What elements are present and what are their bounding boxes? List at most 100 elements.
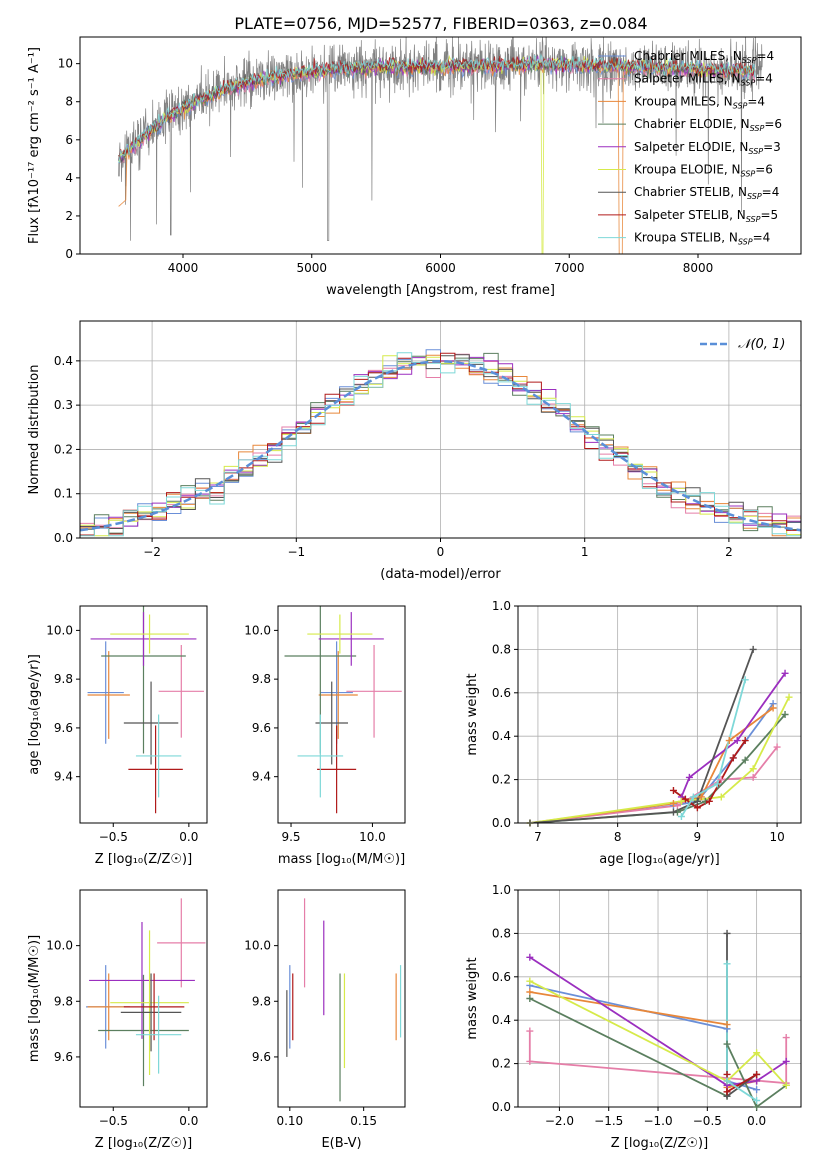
x-axis-label: age [log₁₀(age/yr)] <box>599 852 720 867</box>
age_vs_Z-plot <box>87 606 204 814</box>
x-tick-label: 7 <box>534 830 542 844</box>
mass_vs_Z-panel: −0.5 0.0 9.6 9.8 10.0 Z [log₁₀(Z/Z☉)] mass [lo… <box>27 889 208 1151</box>
data-point-marker <box>749 645 757 653</box>
data-point-marker <box>782 1081 790 1089</box>
x-tick-label: −1.0 <box>643 1114 672 1128</box>
spectrum-legend: Chabrier MILES, NSSP=4 Salpeter MILES, NS… <box>598 49 782 247</box>
data-point-marker <box>723 929 731 937</box>
age_vs_mass-plot <box>284 606 402 814</box>
data-point-marker <box>733 737 741 745</box>
normal-curve <box>80 360 801 532</box>
data-point-marker <box>741 676 749 684</box>
y-tick-label: 0.2 <box>492 1057 511 1071</box>
legend-entry: Salpeter STELIB, NSSP=5 <box>634 208 778 224</box>
y-tick-label: 0 <box>65 247 73 261</box>
series-line <box>529 980 787 1086</box>
y-tick-label: 0.8 <box>492 926 511 940</box>
data-point-marker <box>673 802 681 810</box>
spectrum-panel: 4000 5000 6000 7000 8000 0 2 4 6 8 10 wavelength [A… <box>27 36 802 298</box>
data-point-marker <box>781 711 789 718</box>
residuals-plot <box>80 349 801 537</box>
y-tick-label: 1.0 <box>492 599 511 613</box>
mw_vs_age-panel: 7 8 9 10 0.0 0.2 0.4 0.6 0.8 1.0 age [log₁₀(age/yr… <box>465 599 802 867</box>
x-tick-label: −0.5 <box>99 1114 128 1128</box>
data-point-marker <box>723 1021 731 1029</box>
y-tick-label: 0.0 <box>54 531 73 545</box>
data-point-marker <box>769 704 777 712</box>
y-tick-label: 9.8 <box>252 672 271 686</box>
x-tick-label: 7000 <box>554 261 585 275</box>
y-axis-label: mass weight <box>465 957 480 1039</box>
series-line <box>672 739 746 809</box>
data-point-marker <box>717 776 725 784</box>
data-point-marker <box>526 988 534 996</box>
x-tick-label: 0 <box>437 545 445 559</box>
data-point-marker <box>782 1034 790 1042</box>
y-tick-label: 6 <box>65 133 73 147</box>
histogram-step <box>80 352 801 536</box>
y-tick-label: 0.6 <box>492 970 511 984</box>
series-line <box>529 649 755 823</box>
y-tick-label: 0.3 <box>54 398 73 412</box>
data-point-marker <box>741 737 749 745</box>
mw_vs_Z-panel: −2.0 −1.5 −1.0 −0.5 0.0 0.0 0.2 0.4 0.6 0.8 1.0 Z [… <box>465 883 802 1151</box>
y-tick-label: 9.8 <box>252 994 271 1008</box>
data-point-marker <box>526 1027 534 1035</box>
age_vs_mass-frame <box>277 605 406 824</box>
data-point-marker <box>785 693 793 701</box>
data-point-marker <box>781 669 789 677</box>
x-tick-label: −1.5 <box>594 1114 623 1128</box>
y-tick-label: 10.0 <box>244 939 271 953</box>
data-point-marker <box>669 808 677 816</box>
y-tick-label: 9.6 <box>54 1050 73 1064</box>
data-point-marker <box>749 773 757 781</box>
y-tick-label: 9.6 <box>54 721 73 735</box>
data-point-marker <box>773 743 781 751</box>
y-tick-label: 0.4 <box>54 354 73 368</box>
series-line <box>529 991 757 1089</box>
figure-title: PLATE=0756, MJD=52577, FIBERID=0363, z=0… <box>234 14 647 33</box>
series-line <box>680 679 747 817</box>
spectrum-plot <box>118 37 763 254</box>
data-point-marker <box>689 793 697 801</box>
y-tick-label: 0.6 <box>492 686 511 700</box>
y-tick-label: 9.4 <box>54 770 73 784</box>
x-axis-label: wavelength [Angstrom, rest frame] <box>326 283 555 298</box>
data-point-marker <box>717 793 725 801</box>
data-point-marker <box>526 819 534 827</box>
y-tick-label: 9.8 <box>54 994 73 1008</box>
x-axis-label: (data-model)/error <box>380 567 501 582</box>
x-tick-label: 1 <box>581 545 589 559</box>
data-point-marker <box>677 812 685 820</box>
x-tick-label: 0.0 <box>179 1114 198 1128</box>
x-tick-label: 10 <box>769 830 784 844</box>
legend-entry: Kroupa MILES, NSSP=4 <box>634 94 765 110</box>
data-point-marker <box>753 1086 761 1094</box>
data-point-marker <box>526 953 534 961</box>
data-point-marker <box>693 804 701 812</box>
x-tick-label: −1 <box>287 545 305 559</box>
mass_vs_ebv-frame <box>277 889 406 1108</box>
series-line <box>529 696 790 823</box>
x-tick-label: 5000 <box>296 261 327 275</box>
x-tick-label: −0.5 <box>99 830 128 844</box>
x-tick-label: 0.0 <box>179 830 198 844</box>
data-point-marker <box>741 756 749 764</box>
x-tick-label: 0.0 <box>747 1114 766 1128</box>
data-point-marker <box>723 1088 731 1096</box>
y-tick-label: 10 <box>58 57 73 71</box>
model-spectrum-line <box>118 53 756 163</box>
data-point-marker <box>753 1070 761 1078</box>
data-point-marker <box>782 1057 790 1065</box>
x-tick-label: 8 <box>614 830 622 844</box>
mw_vs_age-frame <box>517 605 802 824</box>
y-tick-label: 1.0 <box>492 883 511 897</box>
y-tick-label: 10.0 <box>244 623 271 637</box>
y-tick-label: 10.0 <box>46 939 73 953</box>
data-point-marker <box>697 793 705 801</box>
data-point-marker <box>526 1057 534 1065</box>
y-tick-label: 0.0 <box>492 816 511 830</box>
y-tick-label: 9.6 <box>252 721 271 735</box>
x-axis-label: Z [log₁₀(Z/Z☉)] <box>611 1136 708 1151</box>
